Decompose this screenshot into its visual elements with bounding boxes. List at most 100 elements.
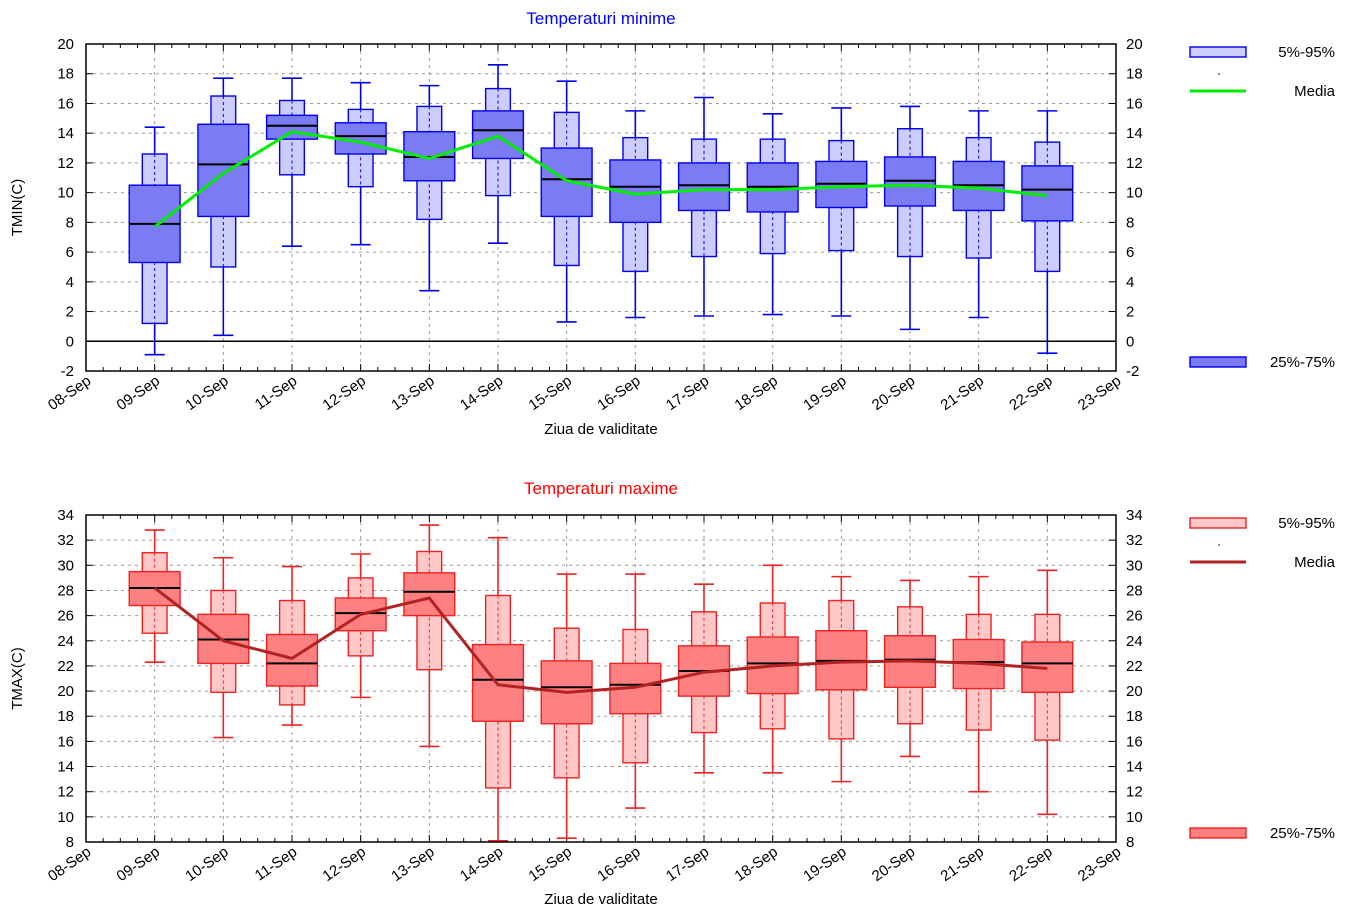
y-tick-label-right: 16 [1126, 733, 1143, 750]
x-tick-label: 17-Sep [663, 372, 712, 414]
x-tick-label: 12-Sep [320, 372, 369, 414]
y-tick-label-left: 18 [57, 708, 74, 725]
box-14-Sep [471, 64, 525, 244]
x-tick-label: 20-Sep [869, 372, 918, 414]
x-axis: 08-Sep 09-Sep 10-Sep 11-Sep 12-Sep 13-Sep 14-S… [45, 44, 1124, 414]
x-tick-label: 16-Sep [594, 372, 643, 414]
plot-panel-1: Temperaturi minime -2 -2 0 0 2 2 4 4 6 6 8 8 10 10 12 12… [9, 9, 1336, 438]
legend-label-inner: 25%-75% [1270, 825, 1335, 842]
x-tick-label: 22-Sep [1006, 843, 1055, 885]
y-tick-label-left: 34 [57, 507, 74, 524]
y-tick-label-left: 4 [66, 274, 74, 291]
y-tick-label-right: 10 [1126, 809, 1143, 826]
legend: 5%-95% Media 25%-75% [1189, 515, 1336, 842]
legend-label-outer: 5%-95% [1278, 515, 1335, 532]
y-tick-label-right: 26 [1126, 608, 1143, 625]
box-18-Sep [746, 113, 799, 316]
y-tick-label-left: 8 [66, 834, 74, 851]
box-25-75 [265, 633, 319, 687]
x-tick-label: 18-Sep [732, 372, 781, 414]
box-22-Sep [1021, 110, 1074, 354]
y-tick-label-left: 10 [57, 185, 74, 202]
y-tick-label-left: -2 [61, 363, 74, 380]
y-tick-label-right: 12 [1126, 784, 1143, 801]
y-tick-label-right: 18 [1126, 66, 1143, 83]
x-tick-label: 12-Sep [320, 843, 369, 885]
box-12-Sep [334, 553, 387, 699]
x-tick-label: 21-Sep [938, 372, 987, 414]
x-tick-label: 18-Sep [732, 843, 781, 885]
y-axis-label: TMIN(C) [9, 179, 26, 236]
plot-panel-2: Temperaturi maxime 8 8 10 10 12 12 14 14 16 16 18 18… [9, 479, 1336, 907]
y-tick-label-right: 20 [1126, 683, 1143, 700]
y-tick-label-right: -2 [1126, 363, 1139, 380]
box-10-Sep [197, 77, 250, 337]
box-18-Sep [746, 564, 799, 774]
y-tick-label-left: 6 [66, 244, 74, 261]
box-16-Sep [609, 110, 662, 319]
box-20-Sep [883, 579, 937, 758]
x-tick-label: 13-Sep [388, 843, 437, 885]
legend-swatch-outer [1189, 517, 1247, 529]
boxes [128, 64, 1074, 356]
legend-swatch-outer [1189, 46, 1247, 58]
y-tick-label-right: 0 [1126, 333, 1134, 350]
y-tick-label-left: 16 [57, 95, 74, 112]
box-15-Sep [540, 80, 593, 323]
x-tick-label: 23-Sep [1075, 372, 1124, 414]
plot-frame [85, 43, 1117, 372]
legend: 5%-95% Media 25%-75% [1189, 44, 1336, 371]
y-axis: 8 8 10 10 12 12 14 14 16 16 18 18 20 20 22 22 24 24 26 26 28… [57, 507, 1142, 851]
y-tick-label-right: 14 [1126, 125, 1143, 142]
y-tick-label-left: 14 [57, 759, 74, 776]
x-axis-label: Ziua de validitate [544, 891, 657, 907]
y-tick-label-left: 32 [57, 532, 74, 549]
y-tick-label-right: 18 [1126, 708, 1143, 725]
y-tick-label-left: 28 [57, 582, 74, 599]
y-tick-label-left: 18 [57, 66, 74, 83]
y-tick-label-left: 30 [57, 557, 74, 574]
y-tick-label-right: 16 [1126, 95, 1143, 112]
legend-dot [1218, 73, 1220, 75]
mean-line [153, 130, 1048, 229]
x-tick-label: 10-Sep [182, 843, 231, 885]
legend-label-mean: Media [1294, 83, 1336, 100]
y-tick-label-right: 10 [1126, 185, 1143, 202]
y-tick-label-left: 24 [57, 633, 74, 650]
y-tick-label-right: 2 [1126, 304, 1134, 321]
y-tick-label-right: 12 [1126, 155, 1143, 172]
y-tick-label-right: 14 [1126, 759, 1143, 776]
x-axis-label: Ziua de validitate [544, 421, 657, 438]
x-tick-label: 23-Sep [1075, 843, 1124, 885]
y-tick-label-left: 2 [66, 304, 74, 321]
boxes [128, 524, 1074, 842]
y-tick-label-left: 12 [57, 784, 74, 801]
x-tick-label: 09-Sep [114, 843, 163, 885]
box-14-Sep [471, 536, 525, 842]
x-tick-label: 14-Sep [457, 843, 506, 885]
x-tick-label: 17-Sep [663, 843, 712, 885]
legend-swatch-inner [1189, 356, 1247, 368]
box-10-Sep [197, 556, 250, 739]
x-tick-label: 20-Sep [869, 843, 918, 885]
y-tick-label-left: 22 [57, 658, 74, 675]
y-tick-label-right: 32 [1126, 532, 1143, 549]
box-25-75 [677, 162, 731, 212]
y-tick-label-right: 6 [1126, 244, 1134, 261]
y-tick-label-right: 20 [1126, 36, 1143, 53]
x-tick-label: 10-Sep [182, 372, 231, 414]
mean-line [153, 586, 1048, 694]
box-09-Sep [128, 126, 181, 356]
box-17-Sep [677, 96, 731, 317]
y-tick-label-left: 16 [57, 733, 74, 750]
y-tick-label-left: 8 [66, 214, 74, 231]
box-19-Sep [815, 575, 868, 783]
x-tick-label: 15-Sep [526, 843, 575, 885]
legend-swatch-inner [1189, 827, 1247, 839]
y-tick-label-right: 4 [1126, 274, 1134, 291]
box-12-Sep [334, 81, 387, 246]
y-tick-label-left: 12 [57, 155, 74, 172]
legend-label-inner: 25%-75% [1270, 354, 1335, 371]
chart-title: Temperaturi maxime [524, 479, 678, 498]
